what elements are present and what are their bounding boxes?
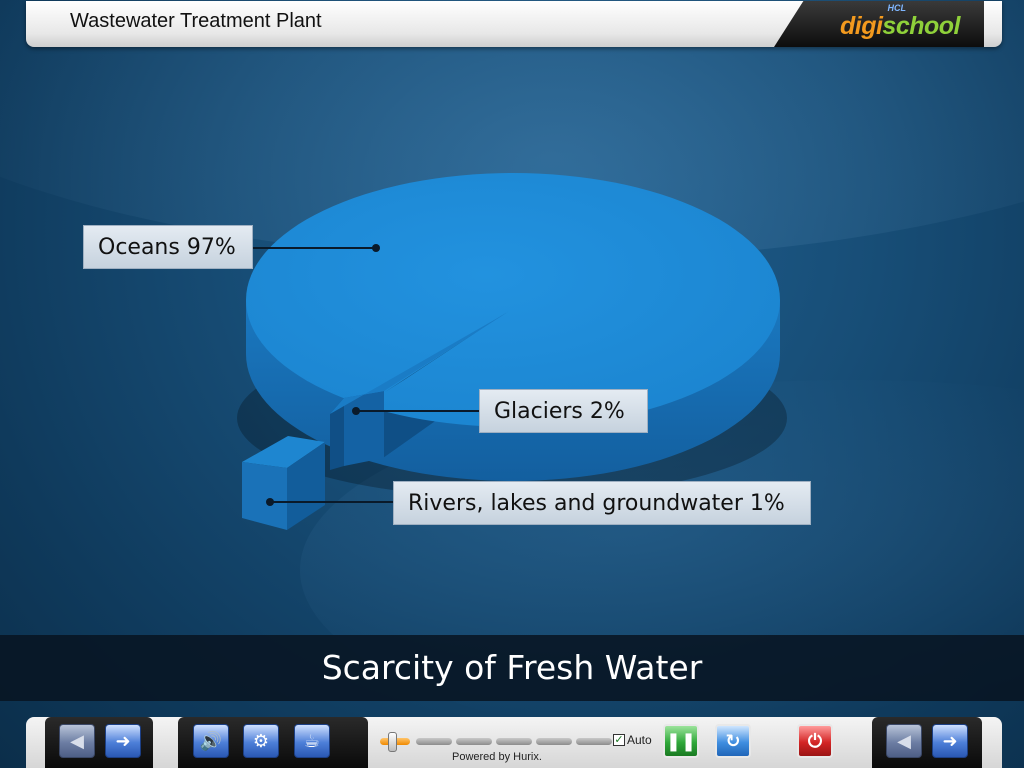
progress-segment [536, 738, 572, 745]
audio-button[interactable]: 🔊 [193, 724, 229, 758]
progress-segment [456, 738, 492, 745]
toolkit-button[interactable]: ☕ [294, 724, 330, 758]
next-icon: ➜ [942, 730, 958, 752]
progress-segment [496, 738, 532, 745]
settings-icon: ⚙ [252, 730, 270, 752]
forward-button[interactable]: ➜ [105, 724, 141, 758]
replay-button[interactable]: ↻ [715, 724, 751, 758]
slice-oceans-top [246, 173, 780, 427]
slice-glaciers-top [330, 312, 508, 414]
logo-wordmark: digischool [839, 12, 961, 41]
pie-chart [237, 173, 787, 530]
slice-rivers [242, 436, 325, 530]
logo-digi: digi [839, 12, 883, 40]
slice-glaciers-side [330, 398, 344, 470]
settings-button[interactable]: ⚙ [243, 724, 279, 758]
pause-icon: ❚❚ [665, 730, 697, 752]
leader-dot-glaciers [352, 407, 360, 415]
previous-button[interactable]: ◀ [886, 724, 922, 758]
progress-bar[interactable] [380, 732, 612, 752]
logo-school: school [882, 12, 960, 40]
toolkit-icon: ☕ [303, 730, 321, 752]
label-rivers: Rivers, lakes and groundwater 1% [393, 481, 811, 525]
speaker-icon: 🔊 [199, 730, 223, 752]
replay-icon: ↻ [725, 730, 741, 752]
leader-dot-oceans [372, 244, 380, 252]
bottom-toolbar: ◀ ➜ 🔊 ⚙ ☕ ✓ Auto Powered by Hurix. ❚❚ ↻ … [26, 717, 1002, 768]
forward-icon: ➜ [115, 730, 131, 752]
nav-group-left: ◀ ➜ [45, 717, 153, 768]
leader-dot-rivers [266, 498, 274, 506]
label-glaciers: Glaciers 2% [479, 389, 648, 433]
powered-by-text: Powered by Hurix. [452, 751, 542, 763]
digischool-logo: HCL digischool [774, 1, 984, 47]
slice-oceans [246, 173, 780, 481]
back-icon: ◀ [70, 730, 84, 752]
slice-rivers-front [242, 462, 287, 530]
auto-label: Auto [627, 733, 652, 747]
pause-button[interactable]: ❚❚ [663, 724, 699, 758]
progress-knob[interactable] [388, 732, 397, 752]
slice-rivers-side [287, 442, 325, 530]
label-oceans: Oceans 97% [83, 225, 253, 269]
back-button[interactable]: ◀ [59, 724, 95, 758]
slide-caption: Scarcity of Fresh Water [0, 635, 1024, 701]
auto-checkbox[interactable]: ✓ [613, 733, 625, 746]
exit-button[interactable]: ⏻ [797, 724, 833, 758]
power-icon: ⏻ [807, 730, 823, 752]
previous-icon: ◀ [897, 730, 911, 752]
tools-group: 🔊 ⚙ ☕ [178, 717, 368, 768]
logo-brand: HCL [887, 3, 907, 13]
next-button[interactable]: ➜ [932, 724, 968, 758]
slice-rivers-top [242, 436, 325, 468]
page-title: Wastewater Treatment Plant [70, 10, 322, 32]
nav-group-right: ◀ ➜ [872, 717, 982, 768]
progress-segment [576, 738, 612, 745]
progress-segment [416, 738, 452, 745]
header-bar: Wastewater Treatment Plant HCL digischoo… [26, 1, 1002, 47]
